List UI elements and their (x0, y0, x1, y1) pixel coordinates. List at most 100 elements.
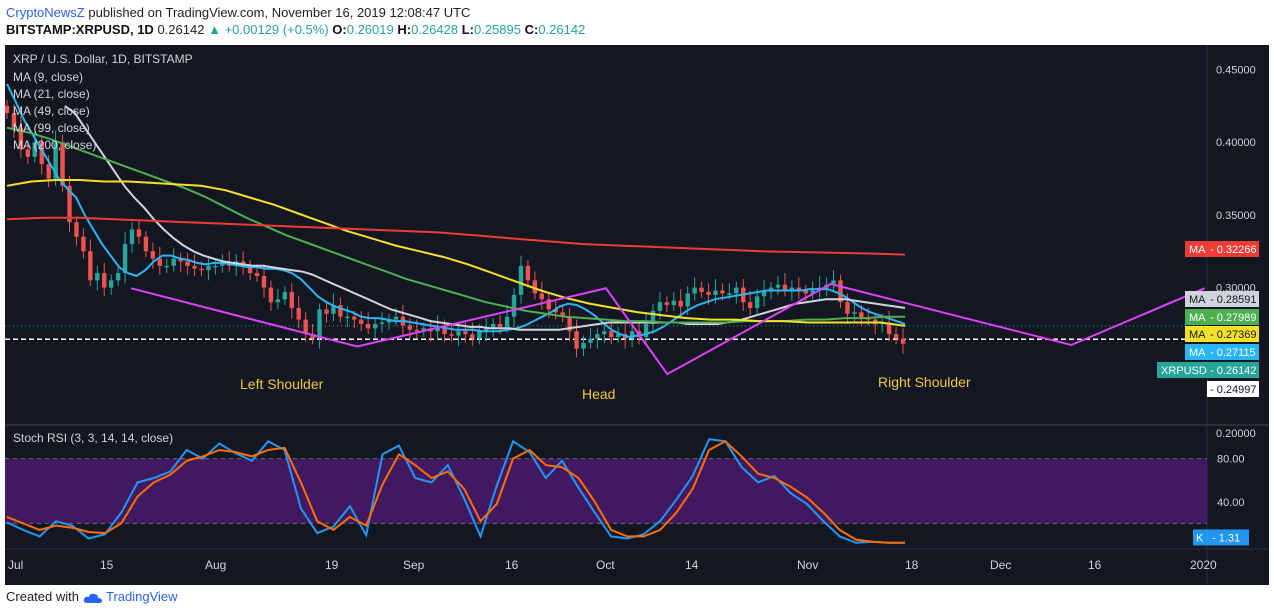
publish-line: CryptoNewsZ published on TradingView.com… (6, 5, 470, 20)
candle-body (706, 291, 711, 295)
candle-body (282, 291, 288, 300)
candle-body (699, 287, 704, 292)
footer: Created with TradingView (6, 589, 178, 604)
candle-body (345, 316, 350, 319)
candle-body (192, 265, 197, 269)
price-tag-name-bg (1185, 344, 1207, 360)
candle-body (754, 296, 760, 308)
price-tag-value: - 0.26142 (1210, 365, 1256, 377)
candle-body (220, 262, 225, 266)
price-tag-value: - 0.27989 (1210, 312, 1256, 324)
candle-body (213, 265, 218, 268)
candle-body (643, 323, 649, 338)
candle-body (803, 290, 808, 294)
author-link[interactable]: CryptoNewsZ (6, 5, 85, 20)
candle-body (11, 113, 17, 128)
candle-body (421, 328, 426, 332)
candle-body (671, 300, 676, 306)
candle-body (386, 319, 392, 323)
stoch-d-line (6, 440, 905, 544)
candle-body (435, 326, 440, 332)
ma49-line (6, 126, 905, 324)
candle-body (727, 293, 732, 295)
low-value: 0.25895 (473, 22, 521, 37)
price-tag-value: - 0.27115 (1210, 347, 1256, 359)
high-value: 0.26428 (411, 22, 459, 37)
price-tag-name-bg (1185, 291, 1207, 307)
price-tag-name: MA (1189, 329, 1206, 341)
candle-body (775, 284, 781, 288)
candle-body (185, 261, 190, 266)
chart-area[interactable]: Left Shoulder Head Right Shoulder Stoch RS… (4, 45, 1269, 585)
ma99-line (6, 179, 906, 327)
created-with-label: Created with (6, 589, 79, 604)
stoch-k-line (6, 438, 905, 544)
candle-body (629, 331, 635, 339)
candle-body (60, 142, 65, 186)
head-label: Head (582, 386, 615, 402)
price-tag-name-bg (1185, 309, 1207, 325)
low-label: L: (461, 22, 474, 37)
candle-body (796, 287, 802, 291)
ma21-line (64, 105, 906, 331)
candle-body (310, 334, 315, 339)
x-tick-label: 16 (1088, 558, 1102, 572)
stoch-k-value: - 1.31 (1212, 532, 1240, 544)
candle-body (268, 287, 274, 303)
tradingview-brand[interactable]: TradingView (106, 589, 178, 604)
candle-body (171, 258, 176, 266)
ma200-line (6, 216, 906, 256)
tradingview-cloud-icon (83, 593, 102, 603)
candle-body (657, 302, 663, 311)
candle-body (567, 316, 572, 332)
price-tag-name-bg (1185, 326, 1207, 342)
candle-body (713, 290, 718, 295)
candle-body (477, 331, 482, 339)
x-tick-label: 19 (325, 558, 339, 572)
candle-body (456, 331, 461, 336)
candle-body (768, 287, 774, 291)
candle-body (484, 328, 489, 332)
price-chart-svg[interactable]: Left Shoulder Head Right Shoulder Stoch RS… (4, 45, 1269, 585)
candle-body (532, 280, 538, 294)
candle-body (866, 318, 871, 320)
candle-body (74, 222, 79, 237)
header-bar: CryptoNewsZ published on TradingView.com… (0, 0, 1274, 40)
stoch-tick-label: 40.00 (1217, 497, 1245, 509)
candle-body (734, 287, 739, 294)
candle-body (317, 309, 322, 339)
candle-body (379, 322, 385, 325)
candle-body (720, 290, 725, 294)
candle-body (553, 309, 558, 313)
candle-body (518, 265, 524, 295)
candle-body (685, 293, 690, 307)
stoch-k-tag (1193, 529, 1207, 546)
moving-averages-layer (6, 83, 906, 339)
candle-body (289, 291, 294, 308)
candle-body (574, 331, 579, 349)
candle-body (588, 338, 593, 343)
price-tag-value-bg (1207, 344, 1259, 360)
candle-body (303, 319, 308, 335)
candle-body (511, 294, 517, 317)
candle-body (150, 251, 156, 259)
candle-body (810, 290, 815, 294)
candle-body (4, 105, 10, 114)
candle-body (449, 334, 454, 336)
candle-body (247, 265, 253, 274)
stoch-band (5, 458, 1207, 524)
candle-body (157, 258, 163, 266)
candle-body (595, 334, 600, 339)
last-price: 0.26142 (157, 22, 205, 37)
candle-body (893, 334, 899, 339)
candle-body (609, 331, 614, 338)
candle-body (407, 325, 413, 330)
ma9-line (6, 83, 906, 339)
price-tag-value: - 0.24997 (1210, 384, 1256, 396)
candle-body (331, 305, 336, 314)
candle-body (95, 273, 100, 281)
price-tag-name: MA (1189, 294, 1206, 306)
symbol-line: BITSTAMP:XRPUSD, 1D 0.26142 ▲ +0.00129 (… (6, 22, 585, 37)
candle-body (900, 338, 906, 344)
price-tag-value-bg (1207, 291, 1259, 307)
